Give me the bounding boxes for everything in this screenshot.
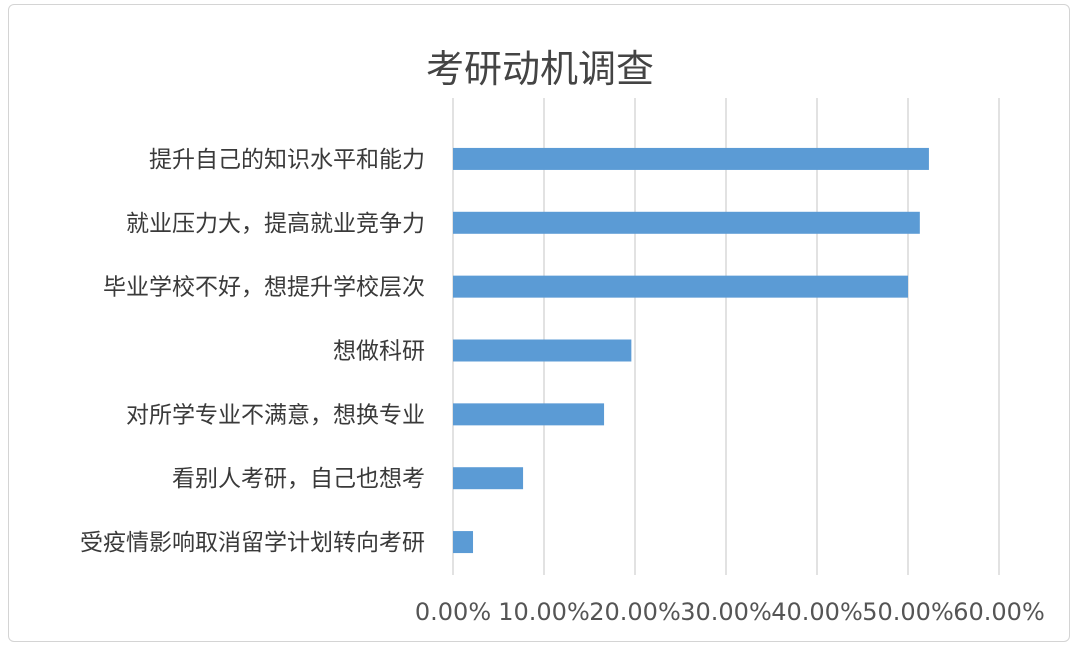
bar xyxy=(453,211,920,234)
category-label: 毕业学校不好，想提升学校层次 xyxy=(103,275,425,301)
bar xyxy=(453,403,605,426)
x-tick-label: 20.00% xyxy=(589,598,681,626)
bar xyxy=(453,275,908,298)
bar xyxy=(453,531,474,554)
category-label: 提升自己的知识水平和能力 xyxy=(149,147,425,173)
x-tick-label: 50.00% xyxy=(862,598,954,626)
bar xyxy=(453,147,929,170)
category-label: 受疫情影响取消留学计划转向考研 xyxy=(80,530,425,556)
x-tick-label: 30.00% xyxy=(680,598,772,626)
chart-frame xyxy=(8,4,1070,642)
x-tick-label: 60.00% xyxy=(953,598,1045,626)
bar xyxy=(453,467,524,490)
category-label: 对所学专业不满意，想换专业 xyxy=(126,402,425,428)
chart-title: 考研动机调查 xyxy=(425,47,654,91)
x-tick-label: 40.00% xyxy=(771,598,863,626)
bar xyxy=(453,339,632,362)
category-label: 就业压力大，提高就业竞争力 xyxy=(126,211,425,237)
x-tick-label: 0.00% xyxy=(415,598,491,626)
category-label: 想做科研 xyxy=(333,339,425,365)
category-label: 看别人考研，自己也想考 xyxy=(172,466,425,492)
x-tick-label: 10.00% xyxy=(498,598,590,626)
